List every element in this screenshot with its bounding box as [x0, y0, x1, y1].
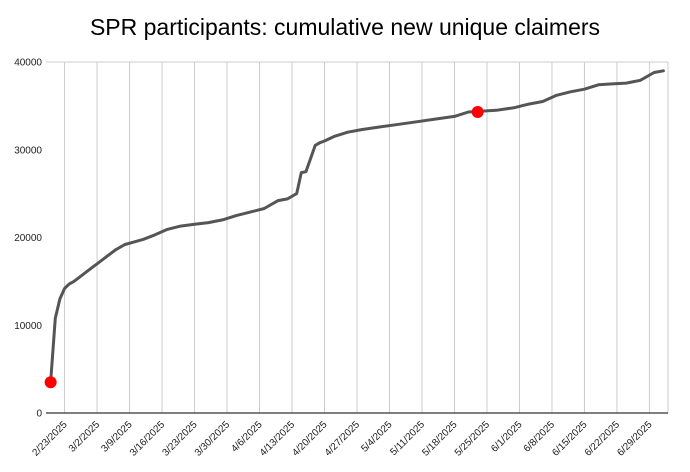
x-tick-label: 5/25/2025	[453, 419, 493, 459]
highlight-point	[44, 376, 57, 389]
y-tick-label: 30000	[14, 145, 42, 156]
y-tick-label: 10000	[14, 321, 42, 332]
x-tick-label: 2/23/2025	[30, 419, 70, 459]
series-line	[49, 69, 665, 384]
highlight-point	[471, 106, 484, 119]
y-tick-label: 20000	[14, 233, 42, 244]
x-tick-label: 4/27/2025	[323, 419, 363, 459]
x-tick-label: 6/29/2025	[615, 419, 655, 459]
y-tick-label: 40000	[14, 58, 42, 69]
x-tick-label: 6/1/2025	[489, 419, 525, 455]
x-tick-label: 3/30/2025	[193, 419, 233, 459]
x-tick-label: 3/2/2025	[67, 419, 103, 455]
y-tick-label: 0	[36, 409, 42, 420]
chart-title: SPR participants: cumulative new unique …	[89, 14, 601, 40]
